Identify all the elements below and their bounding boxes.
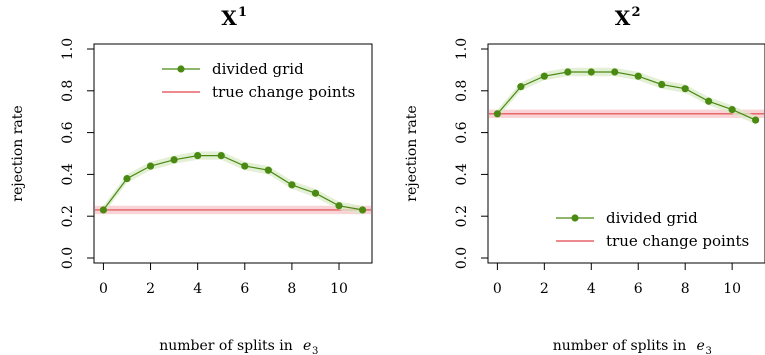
x-tick-label: 10 <box>723 281 741 297</box>
data-point <box>170 156 178 164</box>
x-axis-label-symbol: e <box>303 338 311 354</box>
y-tick-label: 0.4 <box>60 163 76 185</box>
y-tick-label: 0.0 <box>454 247 470 269</box>
data-point <box>123 174 131 183</box>
x-tick-label: 0 <box>99 281 108 297</box>
data-point <box>493 110 501 118</box>
y-tick-label: 0.8 <box>454 80 470 102</box>
y-tick-label: 0.6 <box>60 121 76 143</box>
legend: divided grid true change points <box>556 209 749 250</box>
plot-frame <box>93 43 373 264</box>
data-point <box>705 97 713 105</box>
y-axis-label: rejection rate <box>10 105 26 201</box>
data-point <box>241 162 249 170</box>
y-tick-label: 0.2 <box>454 205 470 227</box>
divided-grid-line <box>496 71 756 121</box>
data-point <box>311 189 320 197</box>
y-tick-label: 0.6 <box>454 121 470 143</box>
data-point <box>194 151 202 160</box>
data-point <box>658 80 666 89</box>
x-axis-label-symbol: e <box>697 338 705 354</box>
legend-swatch-marker <box>177 65 185 73</box>
data-point <box>146 162 155 170</box>
x-axis-label-subscript: 3 <box>706 346 712 355</box>
chart-title: X <box>615 6 631 30</box>
data-point <box>335 202 343 210</box>
panel-x1: 0 2 4 6 8 10 0.0 0.2 0.4 0.6 0.8 1.0 X 1 rejection rat… <box>10 5 373 355</box>
x-axis-label: number of splits in <box>159 338 293 354</box>
data-point <box>288 181 296 189</box>
x-tick-label: 8 <box>681 281 690 297</box>
y-tick-label: 1.0 <box>60 38 76 60</box>
chart-title: X <box>221 6 237 30</box>
data-point <box>564 68 572 76</box>
plot-frame <box>487 43 765 264</box>
data-point <box>517 83 525 91</box>
data-point <box>358 206 367 214</box>
x-tick-label: 10 <box>330 281 348 297</box>
x-tick-label: 2 <box>540 281 549 297</box>
legend-swatch-marker <box>571 214 579 222</box>
legend-label: divided grid <box>212 60 304 78</box>
data-point <box>540 72 548 80</box>
y-tick-label: 0.4 <box>454 163 470 185</box>
data-point <box>587 68 595 76</box>
data-point <box>728 106 736 114</box>
data-point <box>99 206 108 214</box>
divided-grid-band <box>497 67 756 125</box>
x-tick-label: 6 <box>634 281 643 297</box>
divided-grid-line <box>102 155 363 211</box>
legend-label: true change points <box>212 83 355 101</box>
y-tick-label: 1.0 <box>454 38 470 60</box>
x-tick-label: 8 <box>287 281 296 297</box>
data-point <box>752 116 760 124</box>
data-point <box>264 166 272 174</box>
x-axis-label-subscript: 3 <box>312 346 318 355</box>
x-tick-label: 4 <box>193 281 202 297</box>
chart-title-superscript: 1 <box>238 5 247 20</box>
y-tick-label: 0.8 <box>60 80 76 102</box>
y-axis-label: rejection rate <box>404 105 420 201</box>
legend-label: true change points <box>606 232 749 250</box>
legend: divided grid true change points <box>162 60 355 101</box>
data-point <box>217 151 225 160</box>
x-tick-label: 2 <box>146 281 155 297</box>
data-point <box>681 85 689 93</box>
legend-label: divided grid <box>606 209 698 227</box>
y-tick-label: 0.2 <box>60 205 76 227</box>
y-tick-label: 0.0 <box>60 247 76 269</box>
x-tick-label: 4 <box>587 281 596 297</box>
x-axis-label: number of splits in <box>553 338 687 354</box>
data-point <box>634 72 642 80</box>
x-tick-label: 6 <box>240 281 249 297</box>
chart-title-superscript: 2 <box>632 5 641 20</box>
x-tick-label: 0 <box>493 281 502 297</box>
data-point <box>611 68 619 76</box>
